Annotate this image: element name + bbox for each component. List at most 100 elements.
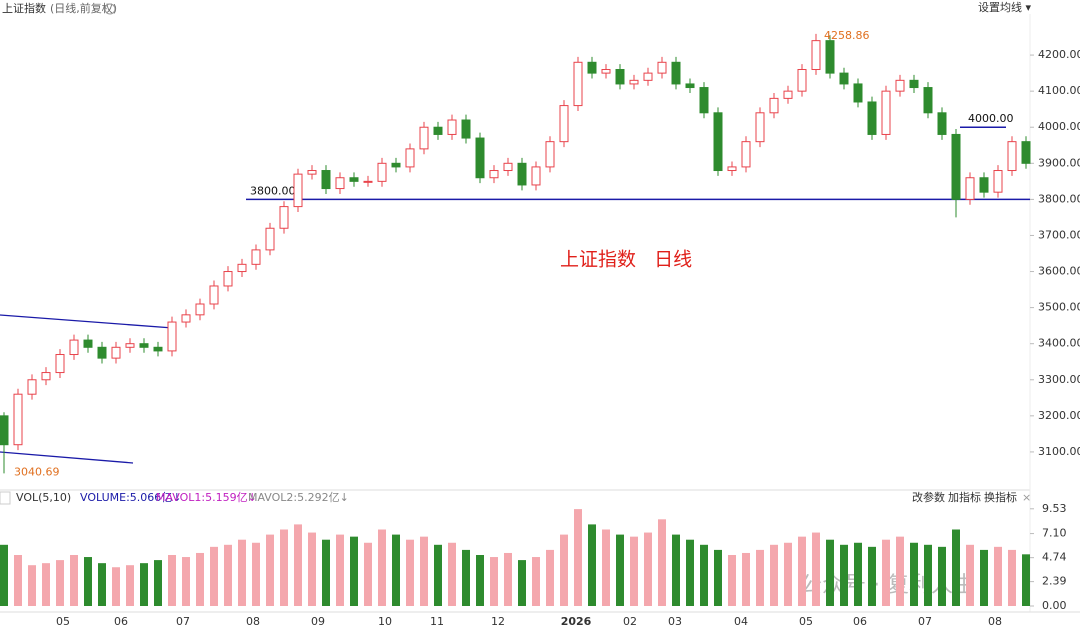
- candle-body: [615, 69, 625, 85]
- candle-body: [97, 346, 107, 359]
- volume-bar: [98, 563, 106, 606]
- volume-bar: [938, 546, 946, 606]
- candle-body: [433, 126, 443, 135]
- candle-body: [559, 105, 569, 143]
- candle-body: [741, 141, 751, 168]
- x-tick-label: 07: [176, 615, 190, 628]
- volume-bar: [196, 552, 204, 606]
- y-tick-label: 3900.00: [1038, 156, 1080, 169]
- button[interactable]: 改参数: [912, 490, 945, 504]
- settings-icon[interactable]: [104, 3, 116, 15]
- volume-bar: [896, 536, 904, 606]
- volume-bar: [686, 539, 694, 606]
- volume-bar: [868, 546, 876, 606]
- volume-bar: [630, 536, 638, 606]
- candle-body: [909, 79, 919, 89]
- y-tick-label: 3700.00: [1038, 228, 1080, 241]
- volume-bar: [574, 509, 582, 606]
- candle-body: [797, 69, 807, 92]
- x-tick-label: 2026: [561, 615, 592, 628]
- x-tick-label: 06: [853, 615, 867, 628]
- volume-bar: [672, 534, 680, 606]
- volume-bar: [952, 529, 960, 606]
- volume-bar: [966, 544, 974, 606]
- volume-bar: [728, 555, 736, 606]
- candle-body: [167, 321, 177, 352]
- x-tick-label: 07: [918, 615, 932, 628]
- candle-body: [335, 177, 345, 190]
- x-tick-label: 05: [56, 615, 70, 628]
- volume-bar: [518, 560, 526, 606]
- candle-body: [55, 354, 65, 374]
- volume-bar: [826, 539, 834, 606]
- candle-body: [503, 162, 513, 172]
- x-tick-label: 11: [430, 615, 444, 628]
- chart-subtitle: (日线,前复权): [50, 1, 117, 15]
- help-icon[interactable]: [0, 491, 11, 505]
- candle-body: [237, 263, 247, 273]
- y-tick-label: 4100.00: [1038, 84, 1080, 97]
- volume-bar: [42, 563, 50, 606]
- x-tick-label: 09: [311, 615, 325, 628]
- volume-bar: [140, 563, 148, 606]
- y-tick-label: 3600.00: [1038, 265, 1080, 278]
- trend-line: [0, 451, 134, 464]
- mavol1: MAVOL1:5.159亿↓: [156, 491, 257, 504]
- volume-bar: [924, 544, 932, 606]
- volume-bar: [392, 534, 400, 606]
- volume-bar: [308, 532, 316, 606]
- candle-body: [713, 112, 723, 172]
- candle-body: [0, 415, 9, 446]
- ma-setting[interactable]: 设置均线 ▾: [978, 0, 1031, 14]
- candle-body: [531, 166, 541, 186]
- candle-body: [349, 177, 359, 182]
- volume-bar: [28, 565, 36, 606]
- volume-bar: [546, 549, 554, 606]
- candle-body: [993, 170, 1003, 193]
- volume-bar: [756, 549, 764, 606]
- x-tick-label: 08: [988, 615, 1002, 628]
- v-tick-label: 0.00: [1042, 599, 1067, 612]
- close-button[interactable]: ×: [1022, 491, 1031, 504]
- trend-line: [0, 314, 174, 329]
- candle-body: [111, 346, 121, 359]
- vol-value: VOLUME:5.066亿↓: [80, 491, 181, 504]
- candle-body: [895, 79, 905, 92]
- candle-body: [139, 343, 149, 348]
- candle-body: [923, 87, 933, 114]
- volume-bar: [336, 534, 344, 606]
- candle-body: [867, 101, 877, 135]
- volume-bar: [840, 544, 848, 606]
- chart-title: 上证指数: [2, 1, 46, 15]
- volume-bar: [994, 546, 1002, 606]
- candle-body: [1021, 141, 1031, 164]
- volume-bar: [910, 542, 918, 606]
- button[interactable]: 换指标: [984, 490, 1017, 504]
- y-tick-label: 4000.00: [1038, 120, 1080, 133]
- candle-body: [461, 119, 471, 139]
- y-tick-label: 3200.00: [1038, 409, 1080, 422]
- volume-bar: [266, 534, 274, 606]
- candle-body: [755, 112, 765, 143]
- candle-body: [307, 170, 317, 175]
- y-tick-label: 3800.00: [1038, 192, 1080, 205]
- volume-bar: [476, 555, 484, 606]
- volume-bar: [224, 544, 232, 606]
- volume-bar: [714, 549, 722, 606]
- button[interactable]: 加指标: [948, 490, 981, 504]
- volume-bar: [14, 555, 22, 606]
- volume-bar: [462, 549, 470, 606]
- volume-bar: [280, 529, 288, 606]
- v-tick-label: 7.10: [1042, 527, 1067, 540]
- x-tick-label: 06: [114, 615, 128, 628]
- y-tick-label: 3400.00: [1038, 337, 1080, 350]
- candle-body: [223, 271, 233, 287]
- candle-body: [839, 72, 849, 85]
- candle-body: [181, 314, 191, 323]
- volume-bar: [406, 539, 414, 606]
- volume-bar: [700, 544, 708, 606]
- v-tick-label: 9.53: [1042, 502, 1067, 515]
- volume-bar: [742, 552, 750, 606]
- volume-bar: [1008, 549, 1016, 606]
